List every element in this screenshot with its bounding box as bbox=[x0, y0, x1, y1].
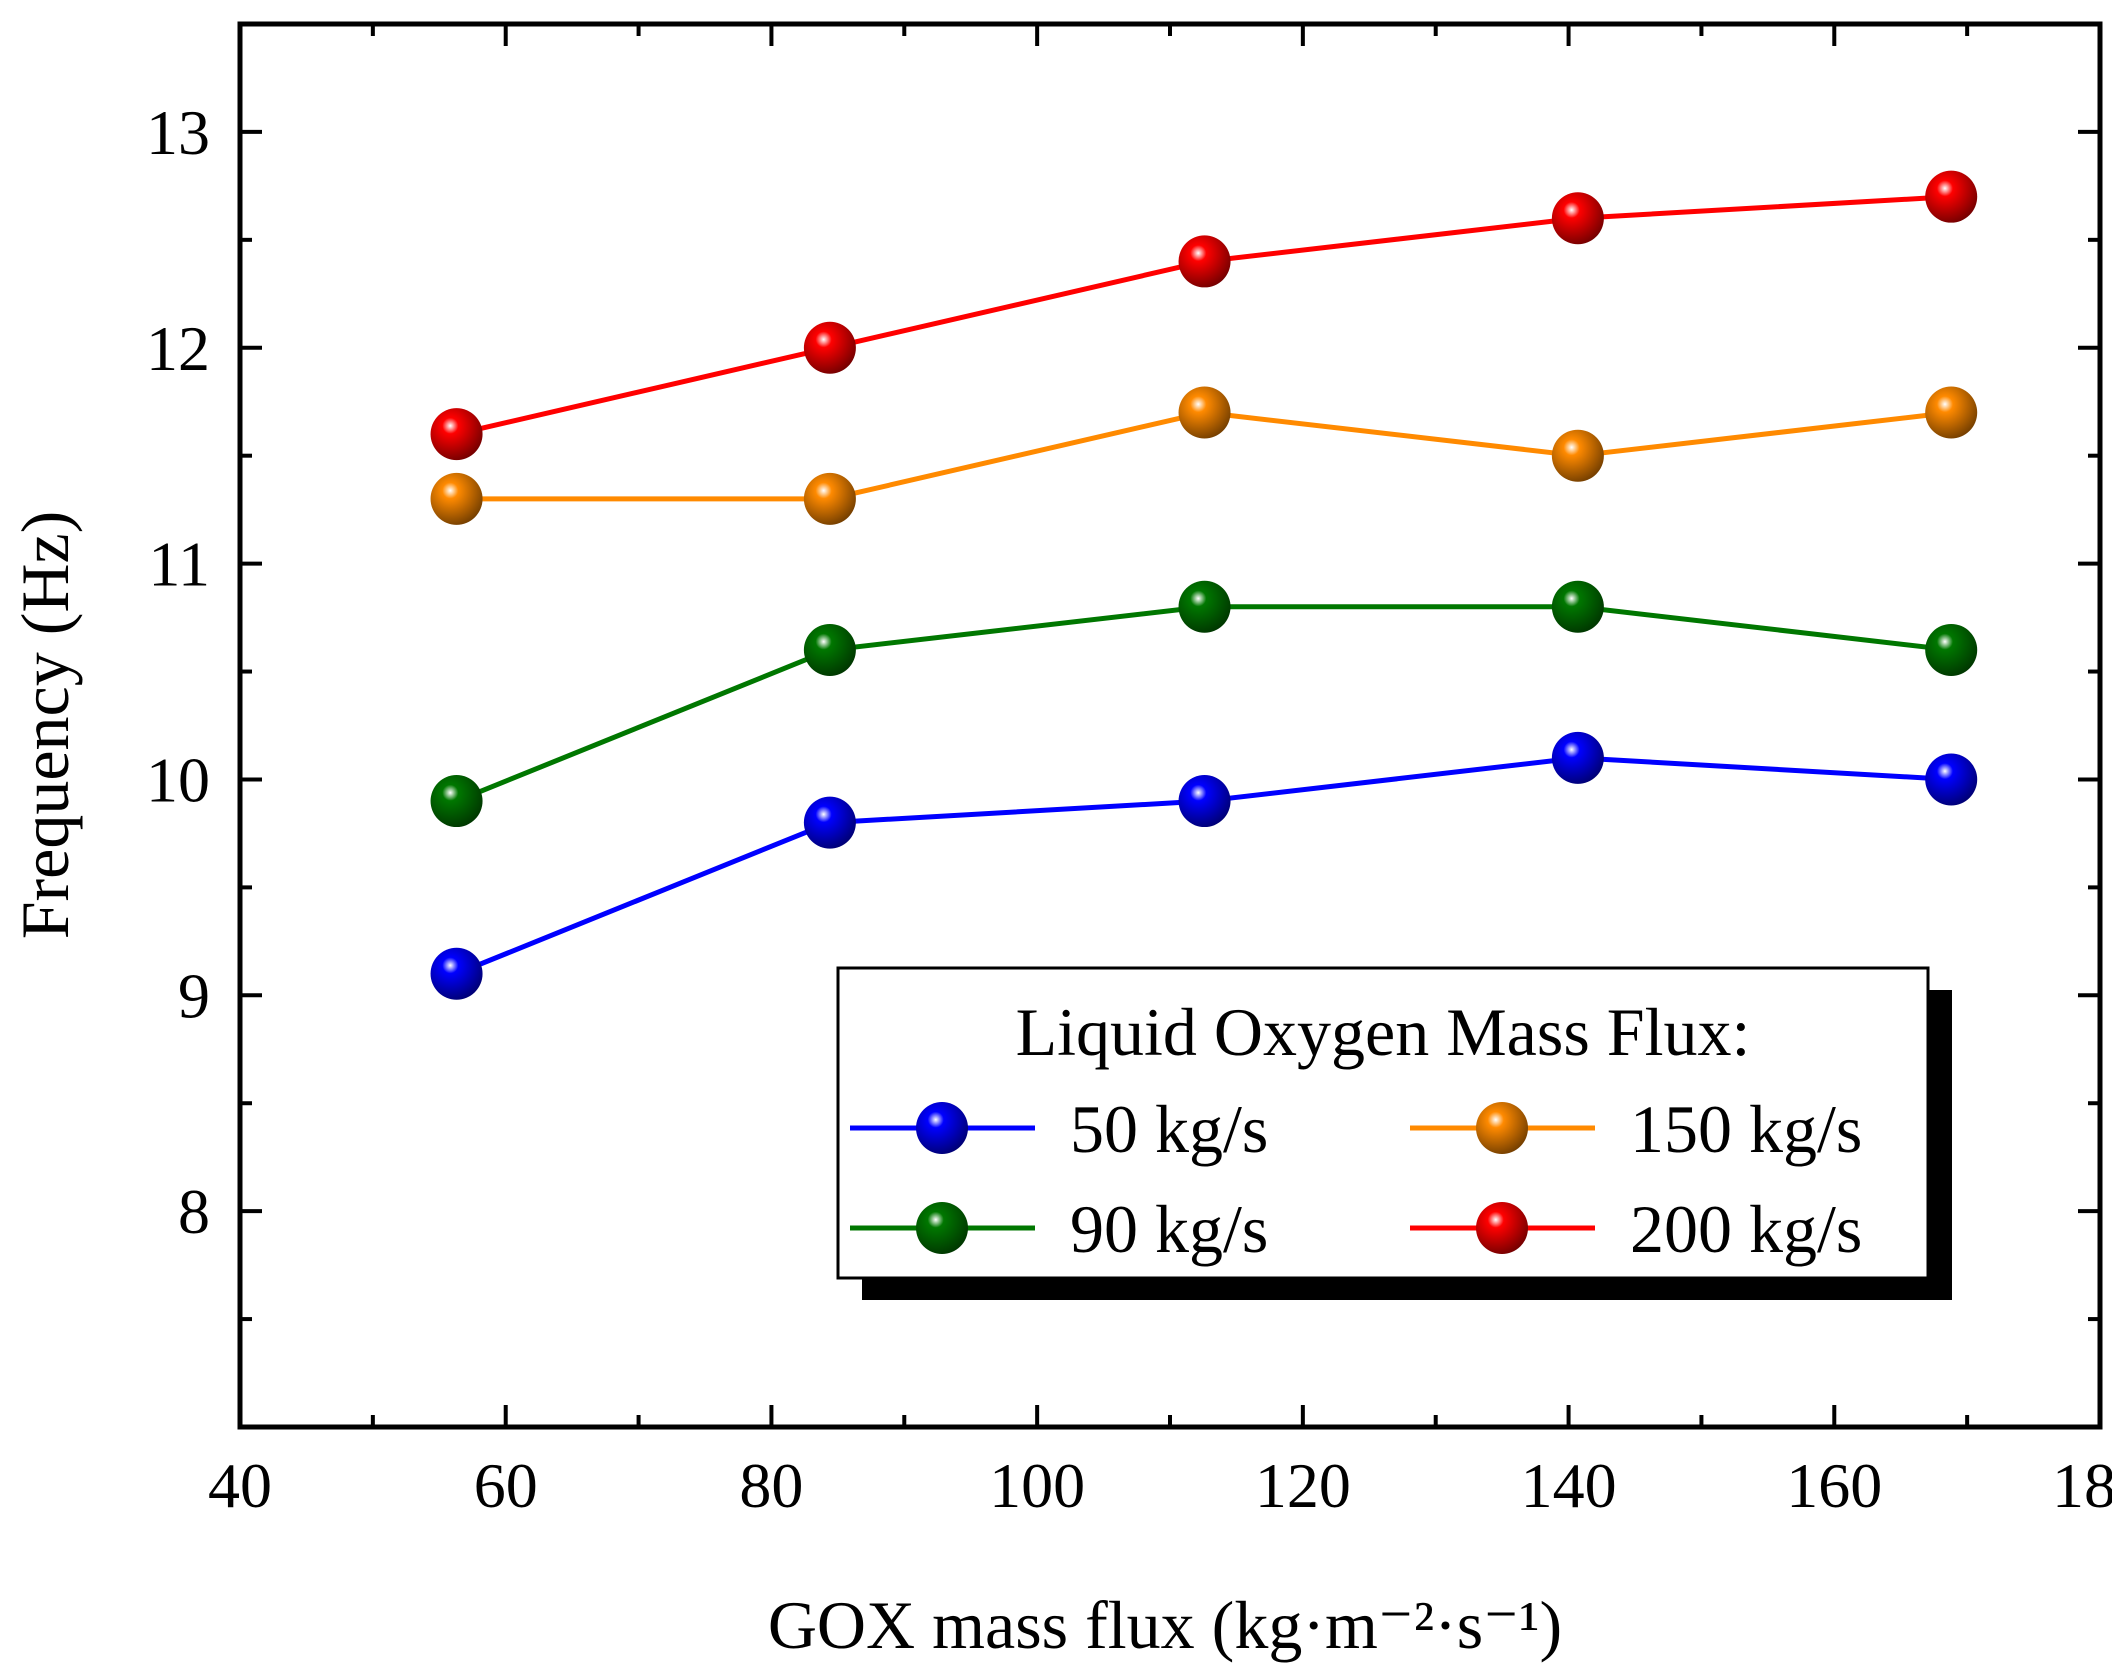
x-tick-label: 60 bbox=[474, 1450, 538, 1521]
legend-marker bbox=[1476, 1102, 1528, 1154]
x-tick-label: 140 bbox=[1521, 1450, 1617, 1521]
data-point bbox=[430, 775, 483, 828]
legend-marker bbox=[916, 1202, 968, 1254]
data-point bbox=[430, 472, 483, 525]
data-point bbox=[1551, 429, 1604, 482]
y-tick-label: 13 bbox=[146, 97, 210, 168]
series-layer bbox=[430, 170, 1978, 1000]
legend-marker bbox=[916, 1102, 968, 1154]
legend: Liquid Oxygen Mass Flux: 50 kg/s 150 kg/s… bbox=[836, 966, 1952, 1300]
legend-label: 200 kg/s bbox=[1630, 1191, 1862, 1267]
series-2 bbox=[430, 386, 1978, 525]
y-tick-label: 11 bbox=[148, 529, 210, 600]
series-0 bbox=[430, 731, 1978, 1000]
x-axis-title: GOX mass flux (kg·m⁻²·s⁻¹) bbox=[768, 1587, 1562, 1663]
y-tick-label: 10 bbox=[146, 744, 210, 815]
data-point bbox=[1925, 170, 1978, 223]
data-point bbox=[803, 796, 856, 849]
data-point bbox=[1925, 623, 1978, 676]
legend-label: 150 kg/s bbox=[1630, 1091, 1862, 1167]
data-point bbox=[1925, 386, 1978, 439]
data-point bbox=[803, 472, 856, 525]
y-tick-label: 8 bbox=[178, 1176, 210, 1247]
data-point bbox=[1551, 731, 1604, 784]
legend-entry: 50 kg/s bbox=[850, 1091, 1268, 1167]
legend-marker bbox=[1476, 1202, 1528, 1254]
x-tick-label: 180 bbox=[2052, 1450, 2112, 1521]
legend-label: 50 kg/s bbox=[1070, 1091, 1268, 1167]
data-point bbox=[430, 408, 483, 461]
x-tick-label: 120 bbox=[1255, 1450, 1351, 1521]
legend-label: 90 kg/s bbox=[1070, 1191, 1268, 1267]
data-point bbox=[430, 947, 483, 1000]
series-line bbox=[455, 604, 1952, 804]
legend-entry: 90 kg/s bbox=[850, 1191, 1268, 1267]
legend-entry: 200 kg/s bbox=[1410, 1191, 1862, 1267]
legend-title: Liquid Oxygen Mass Flux: bbox=[1016, 994, 1751, 1070]
legend-entry: 150 kg/s bbox=[1410, 1091, 1862, 1167]
series-3 bbox=[430, 170, 1978, 461]
data-point bbox=[1178, 580, 1231, 633]
data-point bbox=[803, 321, 856, 374]
x-tick-label: 100 bbox=[989, 1450, 1085, 1521]
y-tick-label: 12 bbox=[146, 313, 210, 384]
plot-frame bbox=[237, 21, 2103, 1430]
y-tick-label: 9 bbox=[178, 960, 210, 1031]
data-point bbox=[1178, 235, 1231, 288]
data-point bbox=[803, 623, 856, 676]
data-point bbox=[1551, 580, 1604, 633]
data-point bbox=[1551, 192, 1604, 245]
x-tick-label: 160 bbox=[1786, 1450, 1882, 1521]
data-point bbox=[1178, 775, 1231, 828]
y-axis-title: Frequency (Hz) bbox=[7, 511, 83, 940]
axis-ticks: 40 60 80 100 120 140 160 180 8 9 10 11 12 13 bbox=[146, 22, 2112, 1521]
data-point bbox=[1925, 753, 1978, 806]
x-tick-label: 80 bbox=[739, 1450, 803, 1521]
data-point bbox=[1178, 386, 1231, 439]
series-1 bbox=[430, 580, 1978, 828]
x-tick-label: 40 bbox=[208, 1450, 272, 1521]
